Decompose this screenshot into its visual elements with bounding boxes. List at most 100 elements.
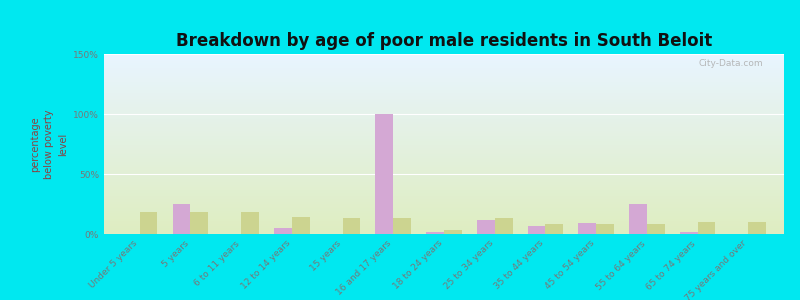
Bar [104, 82, 784, 83]
Bar [104, 157, 784, 158]
Bar [104, 58, 784, 59]
Bar [104, 214, 784, 215]
Bar [104, 233, 784, 234]
Bar [104, 161, 784, 162]
Bar [104, 153, 784, 154]
Bar [104, 211, 784, 212]
Bar [104, 121, 784, 122]
Title: Breakdown by age of poor male residents in South Beloit: Breakdown by age of poor male residents … [176, 32, 712, 50]
Bar [104, 222, 784, 223]
Bar [104, 90, 784, 91]
Bar [104, 171, 784, 172]
Bar [104, 179, 784, 180]
Y-axis label: percentage
below poverty
level: percentage below poverty level [30, 109, 68, 179]
Bar [104, 95, 784, 96]
Bar [104, 56, 784, 57]
Bar [104, 63, 784, 64]
Bar [494, 218, 513, 234]
Bar [104, 175, 784, 176]
Bar [104, 192, 784, 193]
Bar [104, 183, 784, 184]
Bar [104, 230, 784, 231]
Bar [104, 100, 784, 101]
Bar [104, 212, 784, 213]
Bar [647, 224, 665, 234]
Bar [104, 75, 784, 76]
Bar [104, 115, 784, 116]
Bar [104, 120, 784, 121]
Bar [104, 207, 784, 208]
Bar [104, 228, 784, 229]
Bar [104, 159, 784, 160]
Bar [104, 206, 784, 207]
Bar [104, 202, 784, 203]
Bar [104, 181, 784, 182]
Bar [104, 205, 784, 206]
Bar [342, 218, 360, 234]
Bar [444, 230, 462, 234]
Bar [104, 81, 784, 82]
Bar [104, 85, 784, 86]
Bar [104, 93, 784, 94]
Bar [190, 212, 208, 234]
Bar [104, 200, 784, 201]
Bar [241, 212, 258, 234]
Bar [104, 105, 784, 106]
Bar [104, 126, 784, 127]
Bar [104, 184, 784, 185]
Bar [104, 129, 784, 130]
Bar [104, 110, 784, 111]
Bar [104, 134, 784, 135]
Bar [546, 224, 563, 234]
Bar [104, 86, 784, 87]
Bar [426, 232, 444, 234]
Bar [139, 212, 158, 234]
Bar [104, 165, 784, 166]
Bar [104, 64, 784, 65]
Bar [104, 132, 784, 133]
Bar [104, 186, 784, 187]
Bar [104, 166, 784, 167]
Bar [578, 223, 596, 234]
Bar [630, 204, 647, 234]
Bar [104, 213, 784, 214]
Bar [104, 98, 784, 99]
Bar [104, 202, 784, 203]
Bar [104, 176, 784, 177]
Bar [104, 128, 784, 129]
Bar [104, 182, 784, 183]
Bar [104, 162, 784, 163]
Bar [104, 94, 784, 95]
Bar [104, 220, 784, 221]
Bar [104, 79, 784, 80]
Bar [104, 124, 784, 125]
Bar [104, 201, 784, 202]
Bar [104, 149, 784, 150]
Bar [104, 123, 784, 124]
Bar [104, 215, 784, 216]
Bar [104, 144, 784, 145]
Bar [104, 74, 784, 75]
Bar [104, 60, 784, 61]
Bar [104, 145, 784, 146]
Bar [104, 62, 784, 63]
Bar [104, 69, 784, 70]
Bar [104, 67, 784, 68]
Bar [104, 77, 784, 78]
Bar [104, 70, 784, 71]
Bar [104, 170, 784, 171]
Bar [104, 133, 784, 134]
Bar [104, 163, 784, 164]
Bar [104, 141, 784, 142]
Bar [104, 113, 784, 114]
Bar [104, 114, 784, 115]
Bar [104, 225, 784, 226]
Bar [680, 232, 698, 234]
Bar [104, 229, 784, 230]
Bar [104, 91, 784, 92]
Bar [104, 87, 784, 88]
Bar [104, 224, 784, 225]
Bar [104, 168, 784, 169]
Bar [104, 188, 784, 189]
Bar [104, 85, 784, 86]
